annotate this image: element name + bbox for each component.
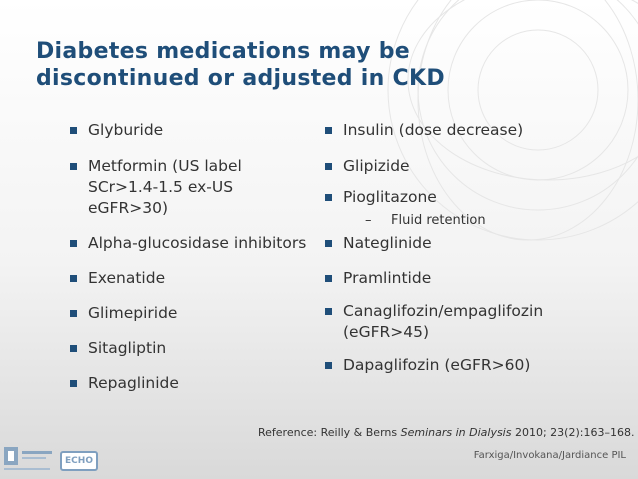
bullet-text: Alpha-glucosidase inhibitors [88, 234, 307, 252]
echo-logo: ECHO [60, 451, 98, 471]
bullet-item: Nateglinide [321, 233, 621, 254]
bullet-item: Repaglinide [66, 373, 334, 394]
bullet-text: Nateglinide [343, 234, 432, 252]
square-bullet-icon [325, 194, 332, 201]
footer-logos: ECHO [2, 443, 112, 477]
bullet-item: Glipizide [321, 156, 621, 177]
reference-journal: Seminars in Dialysis [400, 426, 512, 439]
bullet-text: Insulin (dose decrease) [343, 121, 524, 139]
bullet-item: Glyburide [66, 120, 334, 141]
square-bullet-icon [70, 380, 77, 387]
bullet-item: Dapaglifozin (eGFR>60) [321, 355, 621, 376]
bullet-text: (eGFR>45) [343, 323, 430, 341]
bullet-item: Sitagliptin [66, 338, 334, 359]
reference-citation: Reference: Reilly & Berns Seminars in Di… [258, 426, 634, 439]
bullet-item: Canaglifozin/empaglifozin (eGFR>45) [321, 301, 621, 343]
right-bullet-list: Insulin (dose decrease) Glipizide Pioglita… [321, 120, 621, 376]
square-bullet-icon [70, 127, 77, 134]
bullet-text: Repaglinide [88, 374, 179, 392]
bullet-text: Exenatide [88, 269, 166, 287]
square-bullet-icon [70, 310, 77, 317]
bullet-text: Dapaglifozin (eGFR>60) [343, 356, 531, 374]
reference-prefix: Reference: Reilly & Berns [258, 426, 401, 439]
square-bullet-icon [70, 345, 77, 352]
bullet-text: Pramlintide [343, 269, 432, 287]
bullet-text: eGFR>30) [88, 199, 168, 217]
bullet-item: Glimepiride [66, 303, 334, 324]
title-line-1: Diabetes medications may be [36, 39, 410, 64]
bullet-text: Sitagliptin [88, 339, 167, 357]
square-bullet-icon [70, 240, 77, 247]
bullet-text: Metformin (US label [88, 157, 242, 175]
square-bullet-icon [325, 163, 332, 170]
bullet-text: Glipizide [343, 157, 410, 175]
square-bullet-icon [325, 362, 332, 369]
square-bullet-icon [325, 127, 332, 134]
bullet-item: Pramlintide [321, 268, 621, 289]
dash-bullet-icon: – [365, 213, 372, 228]
bullet-item: Metformin (US label SCr>1.4-1.5 ex-US eGFR… [66, 156, 334, 219]
square-bullet-icon [70, 275, 77, 282]
bullet-item: Insulin (dose decrease) [321, 120, 621, 141]
square-bullet-icon [325, 275, 332, 282]
decorative-swirl [387, 0, 638, 241]
slide-title: Diabetes medications may be discontinued… [36, 38, 596, 92]
pil-note: Farxiga/Invokana/Jardiance PIL [473, 450, 626, 461]
unm-logo [4, 447, 52, 470]
square-bullet-icon [70, 163, 77, 170]
title-line-2: discontinued or adjusted in CKD [36, 66, 445, 91]
left-bullet-list: Glyburide Metformin (US label SCr>1.4-1.5 … [66, 120, 334, 394]
square-bullet-icon [325, 308, 332, 315]
sub-bullet-text: Fluid retention [391, 213, 486, 228]
reference-suffix: 2010; 23(2):163–168. [511, 426, 635, 439]
bullet-item: Exenatide [66, 268, 334, 289]
square-bullet-icon [325, 240, 332, 247]
sub-bullet-item: – Fluid retention [343, 212, 621, 229]
bullet-text: SCr>1.4-1.5 ex-US [88, 178, 234, 196]
bullet-text: Pioglitazone [343, 188, 437, 206]
bullet-item: Alpha-glucosidase inhibitors [66, 233, 334, 254]
bullet-text: Glyburide [88, 121, 164, 139]
bullet-item: Pioglitazone – Fluid retention [321, 187, 621, 229]
bullet-text: Glimepiride [88, 304, 178, 322]
bullet-text: Canaglifozin/empaglifozin [343, 302, 544, 320]
